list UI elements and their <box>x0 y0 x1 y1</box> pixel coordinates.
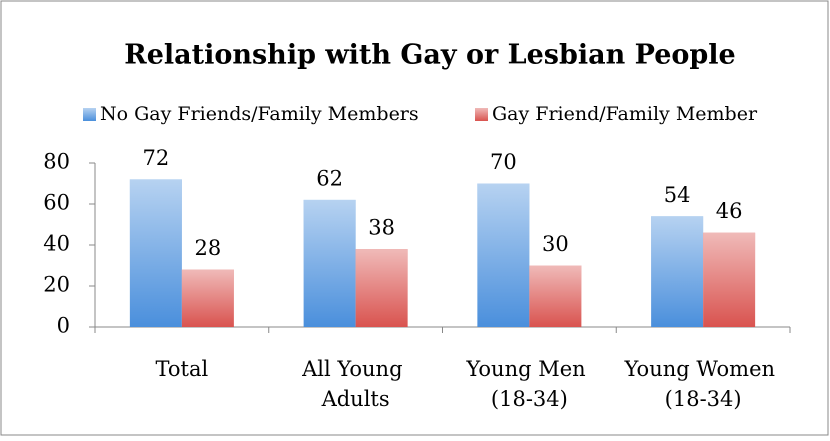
bar-shine <box>477 183 530 327</box>
y-tick-label: 0 <box>57 314 70 338</box>
y-tick-label: 80 <box>43 150 70 174</box>
bar-shine <box>703 232 756 327</box>
y-tick-label: 60 <box>43 191 70 215</box>
value-label: 46 <box>716 199 743 223</box>
x-tick-label: Total <box>156 357 209 381</box>
legend-label: No Gay Friends/Family Members <box>100 103 419 125</box>
value-label: 70 <box>490 150 517 174</box>
x-tick-label: All Young Adults <box>301 357 409 411</box>
value-label: 30 <box>542 232 569 256</box>
legend-swatch-shine <box>83 108 96 121</box>
value-label: 62 <box>316 166 343 190</box>
chart-title: Relationship with Gay or Lesbian People <box>124 40 735 71</box>
bar-shine <box>303 199 356 327</box>
bar-shine <box>529 265 582 327</box>
bar-shine <box>181 269 234 327</box>
x-tick-label: Young Women (18-34) <box>624 357 782 411</box>
value-label: 72 <box>143 146 170 170</box>
value-label: 38 <box>368 216 395 240</box>
value-label: 28 <box>195 236 222 260</box>
x-tick-label: Young Men (18-34) <box>465 357 592 411</box>
legend-label: Gay Friend/Family Member <box>492 103 758 125</box>
bar-shine <box>355 249 408 327</box>
bar-shine <box>651 216 704 327</box>
y-tick-label: 20 <box>43 273 70 297</box>
legend-swatch-shine <box>475 108 488 121</box>
bar-shine <box>129 179 182 327</box>
value-label: 54 <box>664 183 691 207</box>
y-tick-label: 40 <box>43 232 70 256</box>
